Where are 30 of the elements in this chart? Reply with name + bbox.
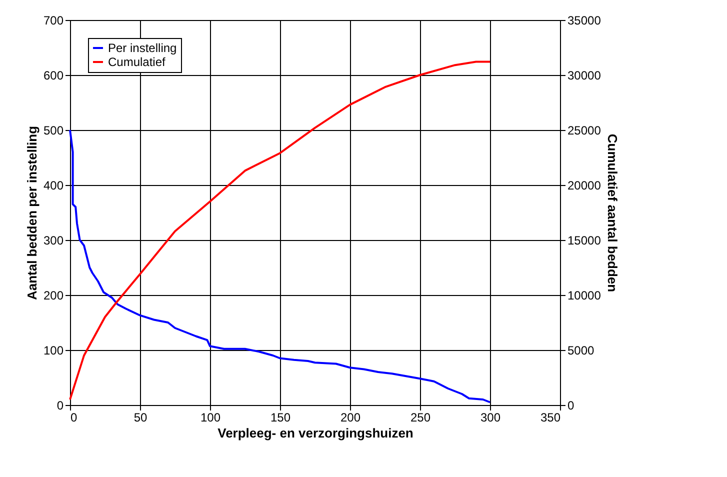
x-tick-label: 50 xyxy=(134,410,148,424)
x-tick-label: 350 xyxy=(540,410,561,424)
y2-tick-label: 5000 xyxy=(568,344,595,358)
y-tick-label: 100 xyxy=(43,344,64,358)
y-tick-label: 200 xyxy=(43,288,64,302)
x-tick-label: 100 xyxy=(200,410,221,424)
legend-label: Per instelling xyxy=(108,41,177,55)
y-tick-label: 400 xyxy=(43,178,64,192)
y-tick-label: 0 xyxy=(56,398,64,412)
x-tick-label: 250 xyxy=(410,410,431,424)
y2-tick-label: 30000 xyxy=(568,68,602,82)
y2-tick-label: 10000 xyxy=(568,288,602,302)
y2-tick-label: 0 xyxy=(568,398,574,412)
x-tick-label: 300 xyxy=(480,410,501,424)
y-tick-label: 500 xyxy=(43,124,64,138)
legend-label: Cumulatief xyxy=(108,55,166,69)
x-tick-label: 0 xyxy=(70,410,78,424)
y-tick-label: 600 xyxy=(43,68,64,82)
line-series xyxy=(69,129,491,404)
y2-axis-title: Cumulatief aantal bedden xyxy=(604,134,620,292)
y2-tick-label: 35000 xyxy=(568,14,602,28)
x-tick-label: 200 xyxy=(340,410,361,424)
y2-tick-label: 15000 xyxy=(568,234,602,248)
x-tick-label: 150 xyxy=(270,410,291,424)
x-axis-title: Verpleeg- en verzorgingshuizen xyxy=(218,426,414,440)
y-axis-title: Aantal bedden per instelling xyxy=(24,126,40,300)
y-tick-label: 300 xyxy=(43,234,64,248)
y-tick-label: 700 xyxy=(43,14,64,28)
y2-tick-label: 20000 xyxy=(568,178,602,192)
y2-tick-label: 25000 xyxy=(568,124,602,138)
